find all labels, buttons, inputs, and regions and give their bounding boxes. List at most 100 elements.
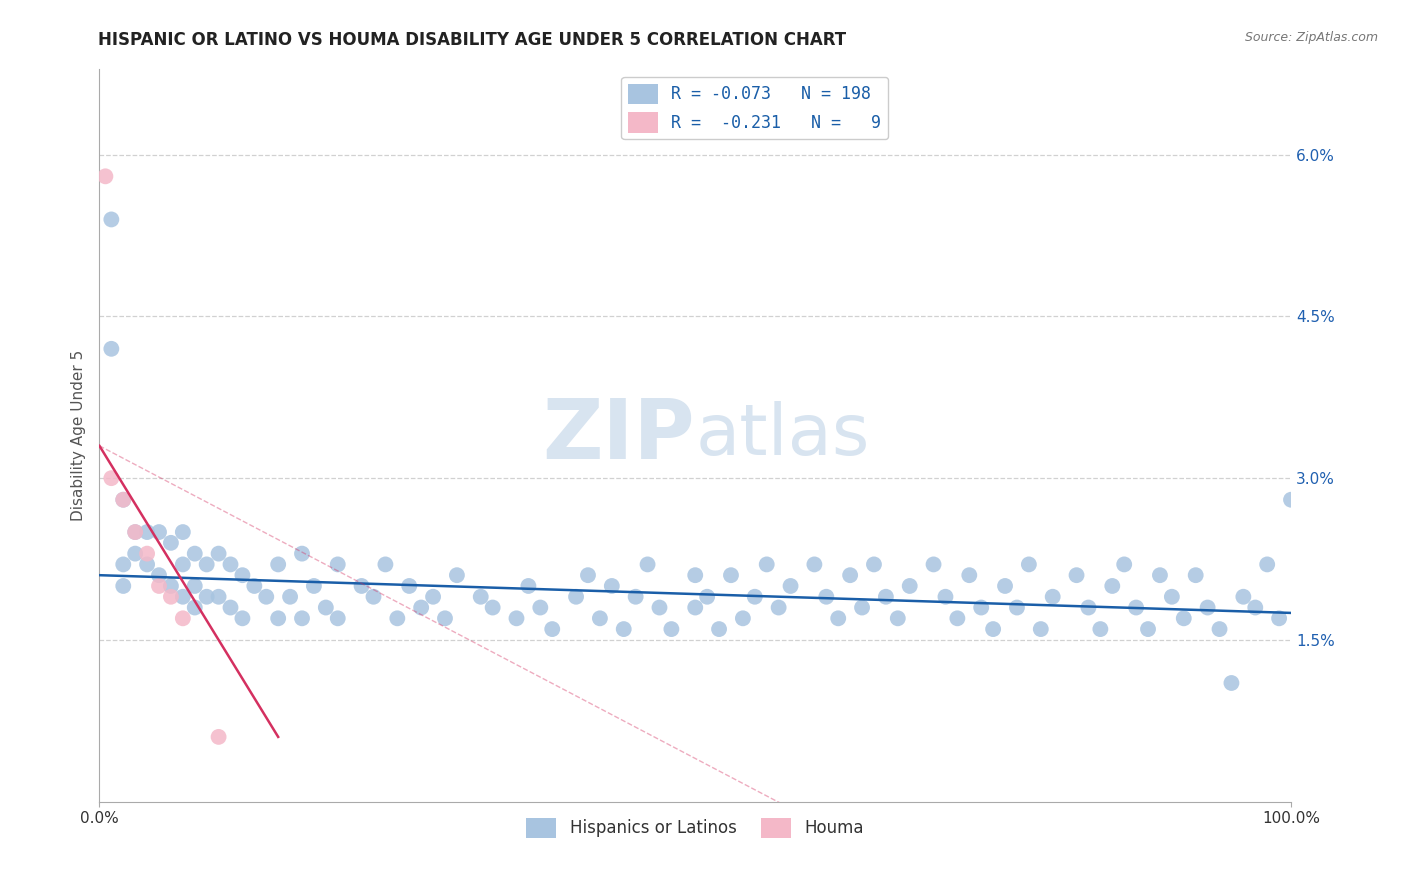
Point [422,590,444,604]
Point [779,579,801,593]
Point [1197,600,1219,615]
Point [863,558,886,572]
Point [576,568,599,582]
Point [219,558,242,572]
Point [1160,590,1182,604]
Point [433,611,456,625]
Point [1066,568,1088,582]
Point [637,558,659,572]
Point [172,524,194,539]
Point [470,590,492,604]
Point [94,169,117,184]
Point [661,622,683,636]
Point [1114,558,1136,572]
Point [827,611,849,625]
Point [207,590,229,604]
Point [112,492,135,507]
Point [755,558,778,572]
Point [172,558,194,572]
Point [160,536,183,550]
Point [994,579,1017,593]
Point [267,611,290,625]
Point [136,547,159,561]
Point [1268,611,1291,625]
Point [1090,622,1112,636]
Point [148,524,170,539]
Point [851,600,873,615]
Legend: Hispanics or Latinos, Houma: Hispanics or Latinos, Houma [520,811,870,845]
Point [1208,622,1230,636]
Point [922,558,945,572]
Point [350,579,373,593]
Point [100,471,122,485]
Point [100,342,122,356]
Point [934,590,956,604]
Point [207,730,229,744]
Y-axis label: Disability Age Under 5: Disability Age Under 5 [72,350,86,521]
Point [1232,590,1254,604]
Point [744,590,766,604]
Text: atlas: atlas [695,401,869,469]
Point [398,579,420,593]
Point [219,600,242,615]
Point [957,568,980,582]
Point [136,558,159,572]
Point [1244,600,1267,615]
Point [696,590,718,604]
Point [1220,676,1243,690]
Point [315,600,337,615]
Point [124,524,146,539]
Point [112,579,135,593]
Point [875,590,897,604]
Point [481,600,503,615]
Point [411,600,433,615]
Text: HISPANIC OR LATINO VS HOUMA DISABILITY AGE UNDER 5 CORRELATION CHART: HISPANIC OR LATINO VS HOUMA DISABILITY A… [98,31,846,49]
Point [1077,600,1099,615]
Point [100,212,122,227]
Point [136,524,159,539]
Point [1279,492,1302,507]
Point [613,622,636,636]
Point [374,558,396,572]
Point [326,558,349,572]
Point [278,590,301,604]
Point [768,600,790,615]
Point [981,622,1004,636]
Point [707,622,730,636]
Point [541,622,564,636]
Point [589,611,612,625]
Point [172,590,194,604]
Point [1125,600,1147,615]
Point [172,611,194,625]
Point [195,558,218,572]
Point [731,611,754,625]
Point [184,547,207,561]
Point [1018,558,1040,572]
Point [326,611,349,625]
Text: ZIP: ZIP [543,394,695,475]
Point [148,579,170,593]
Point [291,611,314,625]
Point [1173,611,1195,625]
Point [112,558,135,572]
Point [970,600,993,615]
Point [946,611,969,625]
Point [720,568,742,582]
Point [124,547,146,561]
Point [243,579,266,593]
Point [387,611,409,625]
Point [231,611,253,625]
Point [1137,622,1160,636]
Point [184,600,207,615]
Point [803,558,825,572]
Point [517,579,540,593]
Point [1005,600,1028,615]
Point [600,579,623,593]
Point [1101,579,1123,593]
Point [529,600,551,615]
Point [148,568,170,582]
Point [1042,590,1064,604]
Point [267,558,290,572]
Point [184,579,207,593]
Point [363,590,385,604]
